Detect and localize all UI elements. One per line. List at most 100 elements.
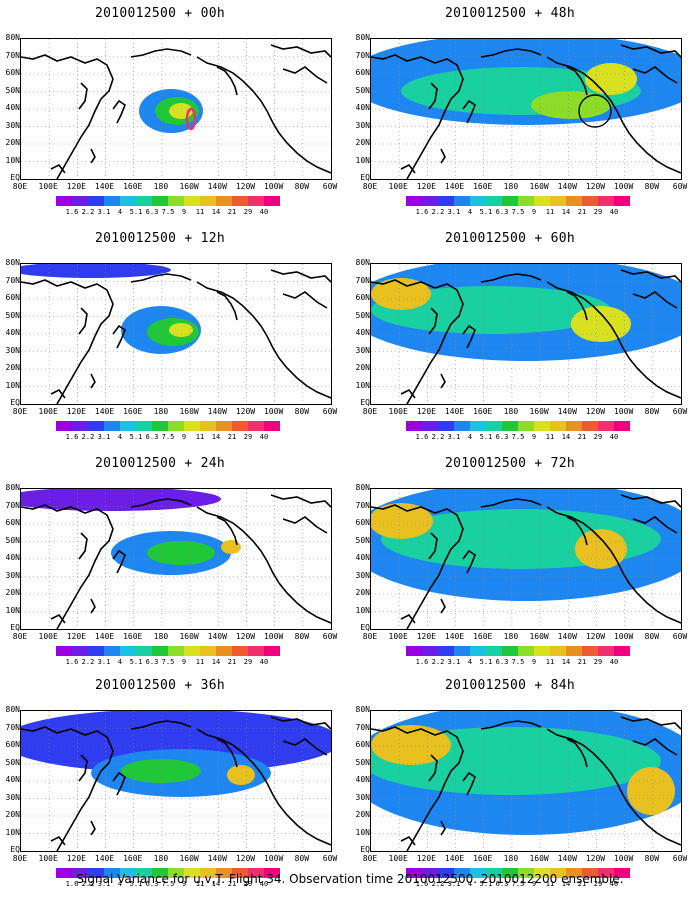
colorbar-swatch <box>486 196 502 206</box>
lon-tick-label: 60W <box>672 182 688 191</box>
lat-tick-label: 80N <box>5 705 20 714</box>
coastline <box>620 494 681 508</box>
colorbar-swatch <box>200 646 216 656</box>
signal-variance-map <box>20 710 332 852</box>
lon-tick-label: 120E <box>416 407 436 416</box>
colorbar-label: 1.6 <box>65 433 79 441</box>
lon-tick-label: 80E <box>12 632 28 641</box>
colorbar-swatch <box>120 868 136 878</box>
colorbar-swatch <box>614 868 630 878</box>
lon-tick-label: 120E <box>416 182 436 191</box>
colorbar-swatch <box>454 196 470 206</box>
colorbar-label: 40 <box>609 208 619 216</box>
lon-tick-label: 80E <box>362 182 378 191</box>
colorbar-label: 9 <box>531 658 537 666</box>
colorbar-label: 2.2 <box>81 433 95 441</box>
colorbar-swatch <box>598 196 614 206</box>
lat-tick-label: EQ <box>360 398 370 407</box>
lon-tick-label: 160W <box>529 407 549 416</box>
map-plot <box>21 39 331 179</box>
panel-title: 2010012500 + 84h <box>444 678 576 693</box>
colorbar-label: 5.1 <box>479 658 493 666</box>
panel-title: 2010012500 + 72h <box>444 456 576 471</box>
colorbar-label: 11 <box>195 433 205 441</box>
lon-tick-label: 180 <box>153 407 169 416</box>
lat-tick-label: 10N <box>5 605 20 615</box>
lon-tick-label: 60W <box>322 407 338 416</box>
colorbar-label: 11 <box>545 658 555 666</box>
lat-tick-label: 50N <box>355 85 370 95</box>
colorbar-swatch <box>614 646 630 656</box>
colorbar-label: 6.3 <box>495 208 509 216</box>
colorbar-swatch <box>566 646 582 656</box>
colorbar-swatch <box>56 421 72 431</box>
lon-tick-label: 120E <box>66 632 86 641</box>
coastline <box>462 99 476 124</box>
colorbar-label: 4 <box>467 208 473 216</box>
colorbar-swatch <box>566 421 582 431</box>
colorbar-swatch <box>550 646 566 656</box>
colorbar-label: 2.2 <box>81 658 95 666</box>
map-panel: 2010012500 + 12h 80N 70N 60N 50N 40N 30N 20N 10N… <box>0 225 340 445</box>
colorbar-swatch <box>566 196 582 206</box>
coastline <box>216 738 238 768</box>
colorbar <box>406 646 630 656</box>
colorbar-label: 6.3 <box>145 433 159 441</box>
coastline <box>50 163 66 174</box>
colorbar-swatch <box>486 646 502 656</box>
colorbar-label: 9 <box>181 433 187 441</box>
coastline <box>50 835 66 846</box>
coastline <box>270 716 331 730</box>
colorbar-label: 29 <box>243 658 253 666</box>
colorbar <box>56 421 280 431</box>
colorbar-swatch <box>248 196 264 206</box>
coastline <box>112 324 126 349</box>
colorbar-label: 2.2 <box>431 880 445 888</box>
colorbar-swatch <box>232 196 248 206</box>
colorbar-swatch <box>502 868 518 878</box>
variance-contour-fill <box>221 540 241 554</box>
lon-tick-label: 120W <box>235 632 256 641</box>
coastline <box>282 291 328 309</box>
colorbar-swatch <box>136 421 152 431</box>
colorbar-swatch <box>454 421 470 431</box>
colorbar-swatch <box>152 646 168 656</box>
lon-tick-label: 120W <box>585 182 606 191</box>
colorbar-label: 1.6 <box>415 658 429 666</box>
lon-tick-label: 160E <box>123 182 143 191</box>
coastline <box>620 269 681 283</box>
coastline <box>632 516 678 534</box>
variance-contour-fill <box>21 711 331 773</box>
coastline <box>112 99 126 124</box>
lon-tick-label: 100W <box>263 182 284 191</box>
map-panel: 2010012500 + 24h 80N 70N 60N 50N 40N 30N 20N 10N… <box>0 450 340 670</box>
lon-tick-label: 120W <box>585 407 606 416</box>
lon-tick-label: 100E <box>388 407 408 416</box>
variance-contour-fill <box>531 91 611 119</box>
coastline <box>632 738 678 756</box>
coastline <box>428 307 438 335</box>
colorbar-swatch <box>582 646 598 656</box>
lon-tick-label: 100E <box>388 182 408 191</box>
panel-title: 2010012500 + 00h <box>94 6 226 21</box>
coastline <box>620 44 681 58</box>
map-panel: 2010012500 + 84h 80N 70N 60N 50N 40N 30N 20N 10N… <box>350 672 690 892</box>
colorbar-label: 1.6 <box>415 208 429 216</box>
lat-tick-label: 80N <box>355 258 370 267</box>
lat-tick-label: 30N <box>5 345 20 355</box>
colorbar-label: 14 <box>561 880 571 888</box>
colorbar-swatch <box>88 868 104 878</box>
colorbar-swatch <box>502 196 518 206</box>
lon-tick-label: 100W <box>263 632 284 641</box>
map-panel: 2010012500 + 36h 80N 70N 60N 50N 40N 30N 20N 10N… <box>0 672 340 892</box>
lat-tick-label: 30N <box>5 120 20 130</box>
lon-tick-label: 180 <box>503 407 519 416</box>
coastline <box>566 66 588 96</box>
lon-tick-label: 120E <box>416 632 436 641</box>
lon-tick-label: 180 <box>503 182 519 191</box>
colorbar-label: 21 <box>577 658 587 666</box>
lon-tick-label: 140W <box>557 854 577 863</box>
colorbar-swatch <box>152 868 168 878</box>
lon-tick-label: 100E <box>38 182 58 191</box>
colorbar-swatch <box>104 421 120 431</box>
